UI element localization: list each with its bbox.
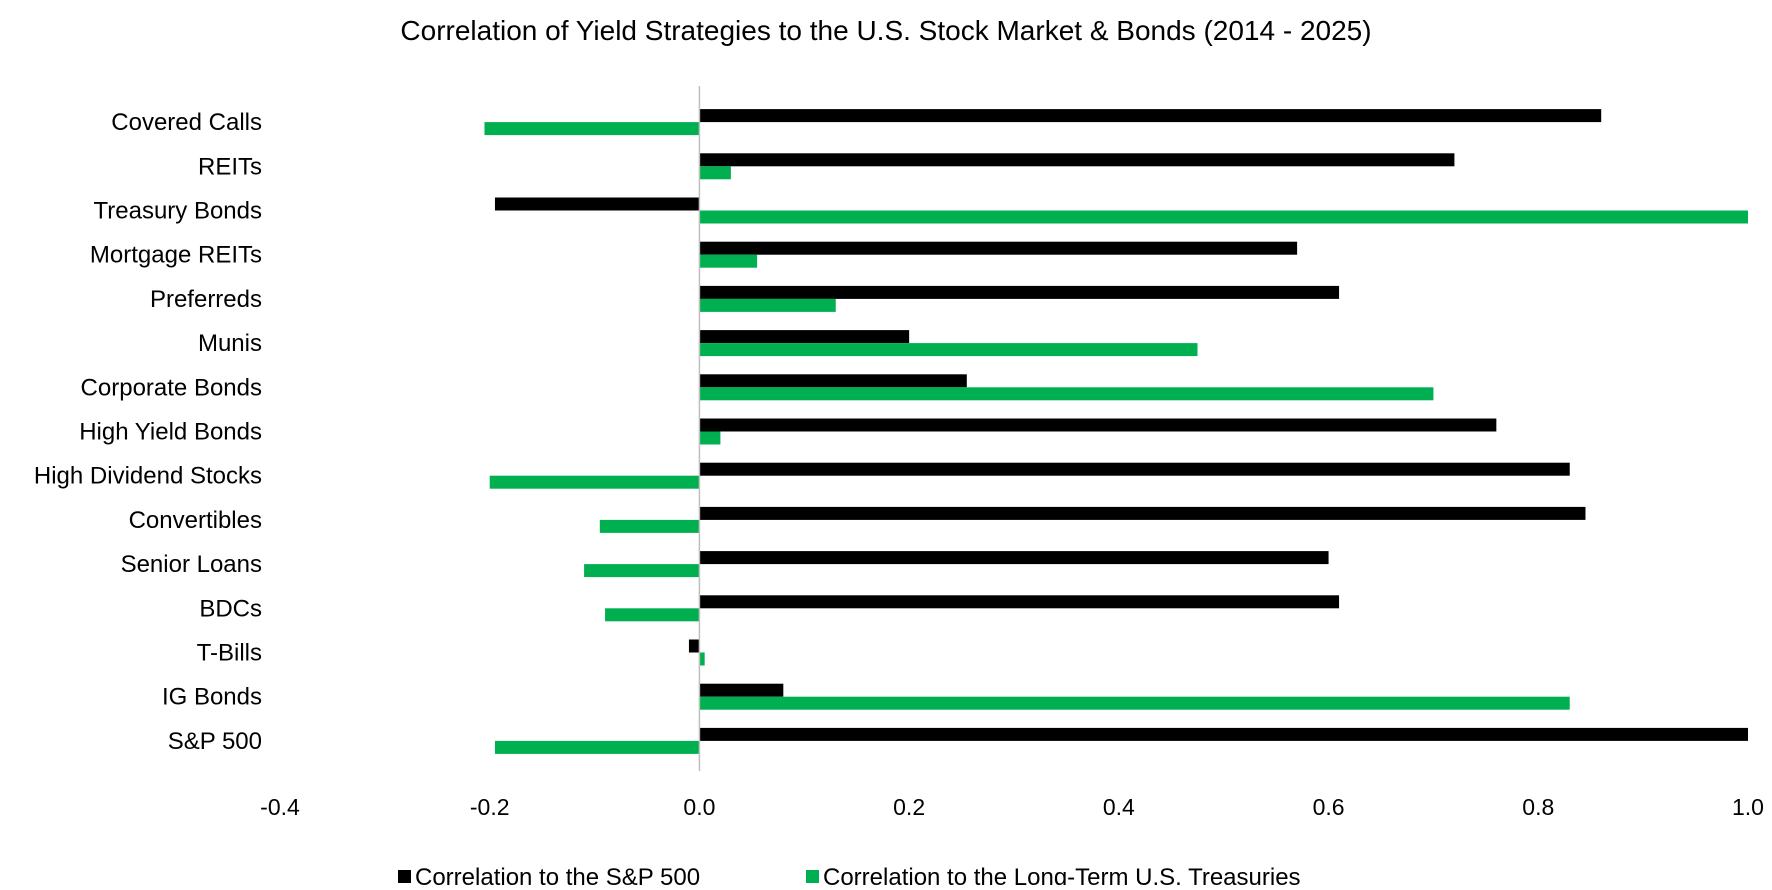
bar-treasuries-convertibles (599, 519, 700, 533)
category-label-sandp-500: S&P 500 (168, 728, 262, 755)
bar-treasuries-high-dividend-stocks (489, 475, 700, 489)
legend: Correlation to the S&P 500 Correlation to… (398, 864, 1301, 890)
bar-sp500-mortgage-reits (699, 241, 1298, 255)
bar-sp500-high-yield-bonds (699, 418, 1497, 432)
x-tick-label: 0.6 (1313, 794, 1345, 820)
category-label-mortgage-reits: Mortgage REITs (90, 242, 262, 269)
legend-label-sp500: Correlation to the S&P 500 (415, 864, 700, 885)
category-label-t-bills: T-Bills (197, 640, 262, 667)
bar-treasuries-senior-loans (584, 564, 700, 578)
bar-treasuries-corporate-bonds (699, 387, 1434, 401)
x-tick-label: -0.4 (260, 794, 300, 820)
category-label-corporate-bonds: Corporate Bonds (81, 374, 262, 401)
category-label-convertibles: Convertibles (129, 507, 262, 534)
bar-sp500-reits (699, 153, 1455, 167)
x-tick-label: 0.4 (1103, 794, 1135, 820)
category-label-high-yield-bonds: High Yield Bonds (79, 419, 262, 446)
category-label-preferreds: Preferreds (150, 286, 262, 313)
bar-sp500-covered-calls (699, 109, 1602, 123)
bar-treasuries-ig-bonds (699, 696, 1570, 710)
bar-treasuries-t-bills (699, 652, 705, 666)
bar-treasuries-bdcs (605, 608, 700, 622)
category-label-munis: Munis (198, 330, 262, 357)
legend-label-treasuries: Correlation to the Long-Term U.S. Treasu… (823, 864, 1301, 885)
bar-treasuries-mortgage-reits (699, 254, 758, 268)
bar-sp500-convertibles (699, 506, 1586, 520)
x-tick-label: 0.0 (683, 794, 715, 820)
bar-treasuries-munis (699, 343, 1198, 357)
legend-swatch-treasuries (806, 870, 819, 883)
bar-sp500-preferreds (699, 285, 1340, 299)
bar-sp500-ig-bonds (699, 683, 784, 697)
x-tick-label: 1.0 (1732, 794, 1764, 820)
bar-treasuries-reits (699, 166, 731, 180)
bar-sp500-munis (699, 330, 910, 344)
bar-sp500-bdcs (699, 595, 1340, 609)
bar-sp500-corporate-bonds (699, 374, 967, 388)
bars-group (484, 109, 1748, 754)
bar-treasuries-covered-calls (484, 122, 700, 136)
bar-treasuries-treasury-bonds (699, 210, 1748, 224)
x-axis-tick-labels: -0.4 -0.2 0.0 0.2 0.4 0.6 0.8 1.0 (260, 794, 1764, 820)
bar-treasuries-sandp-500 (494, 740, 700, 754)
chart-title: Correlation of Yield Strategies to the U… (400, 15, 1371, 46)
category-label-bdcs: BDCs (199, 595, 262, 622)
bar-treasuries-preferreds (699, 298, 836, 312)
category-labels: Covered Calls REITs Treasury Bonds Mortgage… (34, 109, 262, 755)
category-label-treasury-bonds: Treasury Bonds (93, 198, 262, 225)
category-label-reits: REITs (198, 153, 262, 180)
x-tick-label: 0.2 (893, 794, 925, 820)
bar-sp500-treasury-bonds (494, 197, 700, 211)
category-label-senior-loans: Senior Loans (121, 551, 262, 578)
x-tick-label: -0.2 (470, 794, 510, 820)
x-tick-label: 0.8 (1522, 794, 1554, 820)
bar-treasuries-high-yield-bonds (699, 431, 721, 445)
bar-sp500-senior-loans (699, 551, 1329, 565)
category-label-ig-bonds: IG Bonds (162, 684, 262, 711)
bar-sp500-sandp-500 (699, 727, 1748, 741)
bar-sp500-high-dividend-stocks (699, 462, 1570, 476)
category-label-covered-calls: Covered Calls (111, 109, 262, 136)
category-label-high-dividend-stocks: High Dividend Stocks (34, 463, 262, 490)
bar-sp500-t-bills (688, 639, 700, 653)
legend-swatch-sp500 (398, 870, 411, 883)
